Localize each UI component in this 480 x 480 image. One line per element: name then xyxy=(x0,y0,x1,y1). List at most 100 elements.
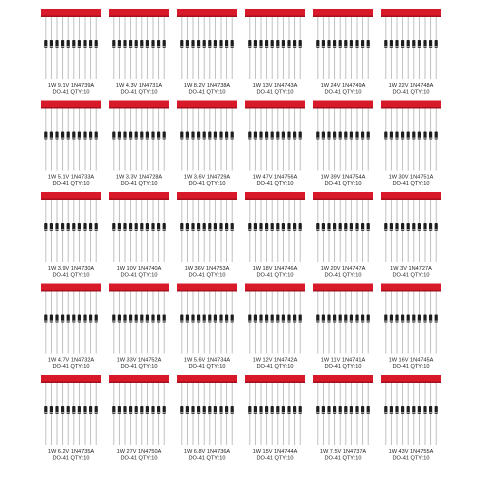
cathode-band xyxy=(225,412,229,414)
tape xyxy=(313,9,373,17)
part-label: 1W 16V 1N4745A xyxy=(389,358,434,364)
cathode-band xyxy=(265,137,269,139)
tape xyxy=(245,192,305,200)
cathode-band xyxy=(77,412,81,414)
cathode-band xyxy=(287,46,291,48)
package-label: DO-41 QTY:10 xyxy=(53,456,90,462)
cathode-band xyxy=(417,229,421,231)
tape-edge xyxy=(245,15,305,17)
cathode-band xyxy=(151,229,155,231)
tape xyxy=(41,375,101,383)
package-label: DO-41 QTY:10 xyxy=(189,90,226,96)
package-label: DO-41 QTY:10 xyxy=(257,364,294,370)
cathode-band xyxy=(406,137,410,139)
tape xyxy=(381,100,441,109)
cathode-band xyxy=(384,46,388,48)
cathode-band xyxy=(145,137,149,139)
cathode-band xyxy=(321,412,325,414)
tape-edge xyxy=(381,290,441,292)
cathode-band xyxy=(219,320,223,322)
cathode-band xyxy=(401,320,405,322)
cathode-band xyxy=(134,137,138,139)
part-label: 1W 8.2V 1N4738A xyxy=(184,83,231,89)
cathode-band xyxy=(434,229,438,231)
tape-edge xyxy=(313,107,373,109)
cathode-band xyxy=(208,137,212,139)
cathode-band xyxy=(265,412,269,414)
cathode-band xyxy=(134,320,138,322)
cathode-band xyxy=(225,229,229,231)
tape-edge xyxy=(109,290,169,292)
tape-edge xyxy=(177,198,237,200)
cathode-band xyxy=(401,229,405,231)
cathode-band xyxy=(117,229,121,231)
cathode-band xyxy=(401,137,405,139)
cathode-band xyxy=(412,412,416,414)
tape xyxy=(109,9,169,17)
cathode-band xyxy=(197,137,201,139)
cathode-band xyxy=(162,320,166,322)
tape xyxy=(177,9,237,17)
part-label: 1W 43V 1N4755A xyxy=(389,449,434,455)
cathode-band xyxy=(117,137,121,139)
cathode-band xyxy=(202,46,206,48)
cathode-band xyxy=(338,137,342,139)
package-label: DO-41 QTY:10 xyxy=(121,181,158,187)
tape-edge xyxy=(109,381,169,383)
cathode-band xyxy=(259,46,263,48)
cathode-band xyxy=(265,46,269,48)
package-label: DO-41 QTY:10 xyxy=(189,181,226,187)
cathode-band xyxy=(77,46,81,48)
cathode-band xyxy=(49,137,53,139)
cathode-band xyxy=(321,46,325,48)
tape-edge xyxy=(313,290,373,292)
cathode-band xyxy=(412,229,416,231)
cathode-band xyxy=(270,137,274,139)
cathode-band xyxy=(123,229,127,231)
cathode-band xyxy=(83,229,87,231)
cathode-band xyxy=(213,412,217,414)
cathode-band xyxy=(49,412,53,414)
cathode-band xyxy=(213,46,217,48)
cathode-band xyxy=(66,137,70,139)
cathode-band xyxy=(293,320,297,322)
cathode-band xyxy=(366,229,370,231)
cathode-band xyxy=(140,137,144,139)
cathode-band xyxy=(134,412,138,414)
cathode-band xyxy=(140,229,144,231)
cathode-band xyxy=(66,229,70,231)
cathode-band xyxy=(185,320,189,322)
cathode-band xyxy=(72,229,76,231)
cathode-band xyxy=(72,46,76,48)
cathode-band xyxy=(55,320,59,322)
package-label: DO-41 QTY:10 xyxy=(393,273,430,279)
package-label: DO-41 QTY:10 xyxy=(53,273,90,279)
cathode-band xyxy=(389,412,393,414)
cathode-band xyxy=(429,320,433,322)
cathode-band xyxy=(129,320,133,322)
package-label: DO-41 QTY:10 xyxy=(189,364,226,370)
cathode-band xyxy=(327,412,331,414)
cathode-band xyxy=(197,320,201,322)
cathode-band xyxy=(298,137,302,139)
cathode-band xyxy=(412,46,416,48)
tape xyxy=(109,375,169,383)
cathode-band xyxy=(140,46,144,48)
part-label: 1W 3V 1N4727A xyxy=(390,266,432,272)
cathode-band xyxy=(259,229,263,231)
cathode-band xyxy=(123,412,127,414)
part-label: 1W 12V 1N4742A xyxy=(253,358,298,364)
cathode-band xyxy=(281,46,285,48)
cathode-band xyxy=(162,229,166,231)
cathode-band xyxy=(338,320,342,322)
tape-edge xyxy=(245,290,305,292)
cathode-band xyxy=(44,137,48,139)
